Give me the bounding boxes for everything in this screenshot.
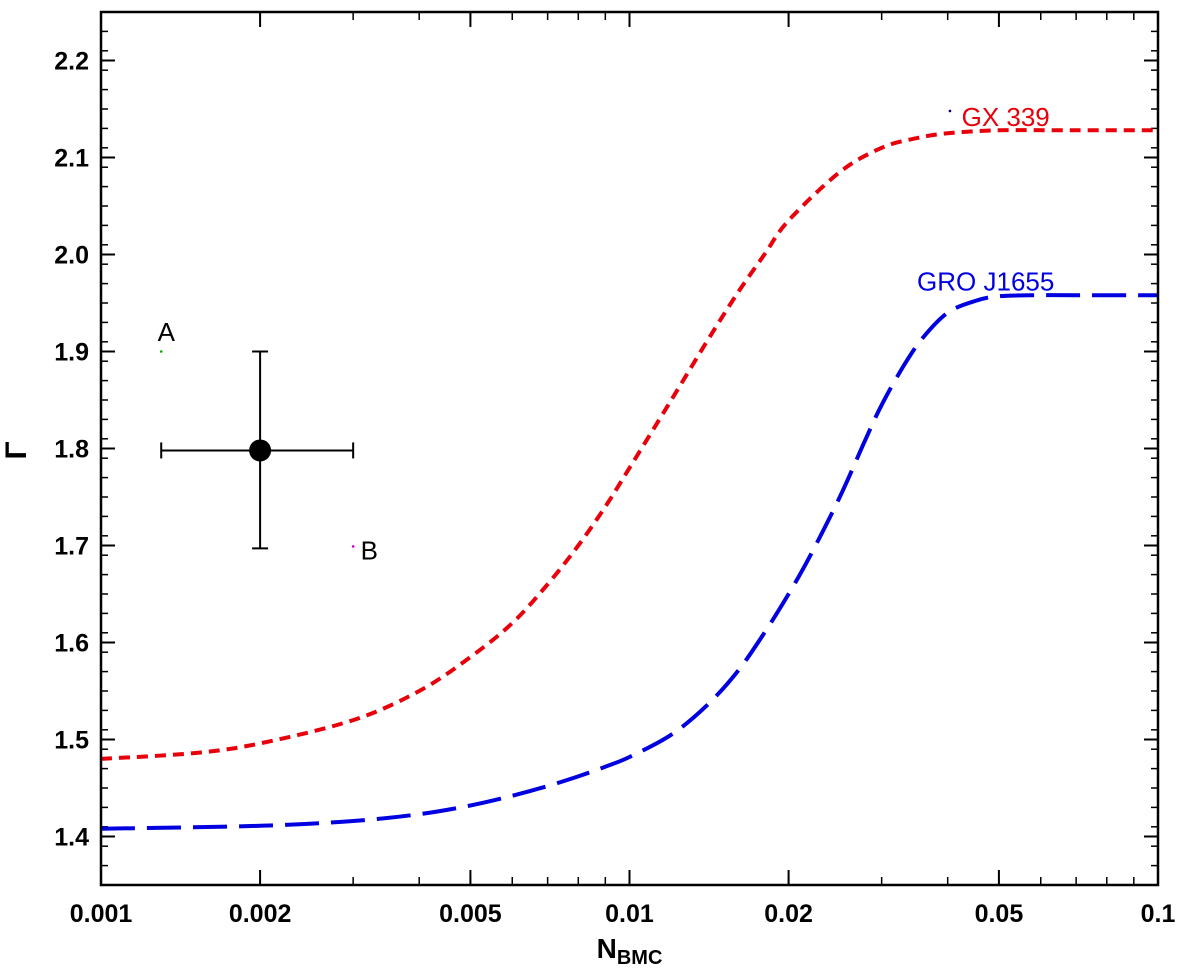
x-axis-label-main: N [597, 933, 617, 964]
point-b [351, 545, 355, 548]
y-tick-label: 2.0 [54, 242, 89, 270]
annotation-b: B [361, 535, 378, 565]
x-tick-label: 0.1 [1141, 900, 1176, 928]
y-axis-label: Γ [0, 441, 33, 459]
y-tick-label: 2.1 [54, 145, 89, 173]
x-tick-label: 0.01 [605, 900, 654, 928]
annotation-gro-j1655: GRO J1655 [917, 267, 1054, 297]
series-line-gro-j1655 [100, 293, 1158, 831]
y-tick-label: 1.7 [54, 533, 89, 561]
plot-frame [99, 10, 1160, 887]
x-axis-label: NBMC [597, 933, 663, 969]
tick-labels-layer: 1.4 1.5 1.6 1.7 1.8 1.9 2.0 2.1 2.2 0.001 0.002 0.0… [54, 48, 1175, 929]
x-tick-label: 0.05 [975, 900, 1024, 928]
y-tick-label: 1.4 [54, 824, 89, 852]
x-tick-label: 0.002 [229, 900, 292, 928]
y-tick-label: 1.9 [54, 339, 89, 367]
annotation-a: A [158, 317, 176, 347]
point-a [159, 350, 163, 353]
annotations-layer: A B GX 339 GRO J1655 [158, 102, 1055, 566]
point-gx-339-marker [948, 109, 952, 113]
x-tick-label: 0.02 [764, 900, 813, 928]
annotation-gx-339: GX 339 [962, 102, 1050, 132]
x-axis-label-sub: BMC [617, 947, 663, 969]
data-point-marker [249, 439, 272, 462]
points-layer [159, 109, 952, 550]
y-tick-label: 2.2 [54, 48, 89, 76]
y-tick-label: 1.6 [54, 630, 89, 658]
x-tick-label: 0.005 [439, 900, 502, 928]
series-layer [100, 128, 1158, 831]
x-tick-label: 0.001 [70, 900, 133, 928]
y-tick-label: 1.8 [54, 436, 89, 464]
y-tick-label: 1.5 [54, 727, 89, 755]
series-line-gx339 [100, 128, 1158, 761]
